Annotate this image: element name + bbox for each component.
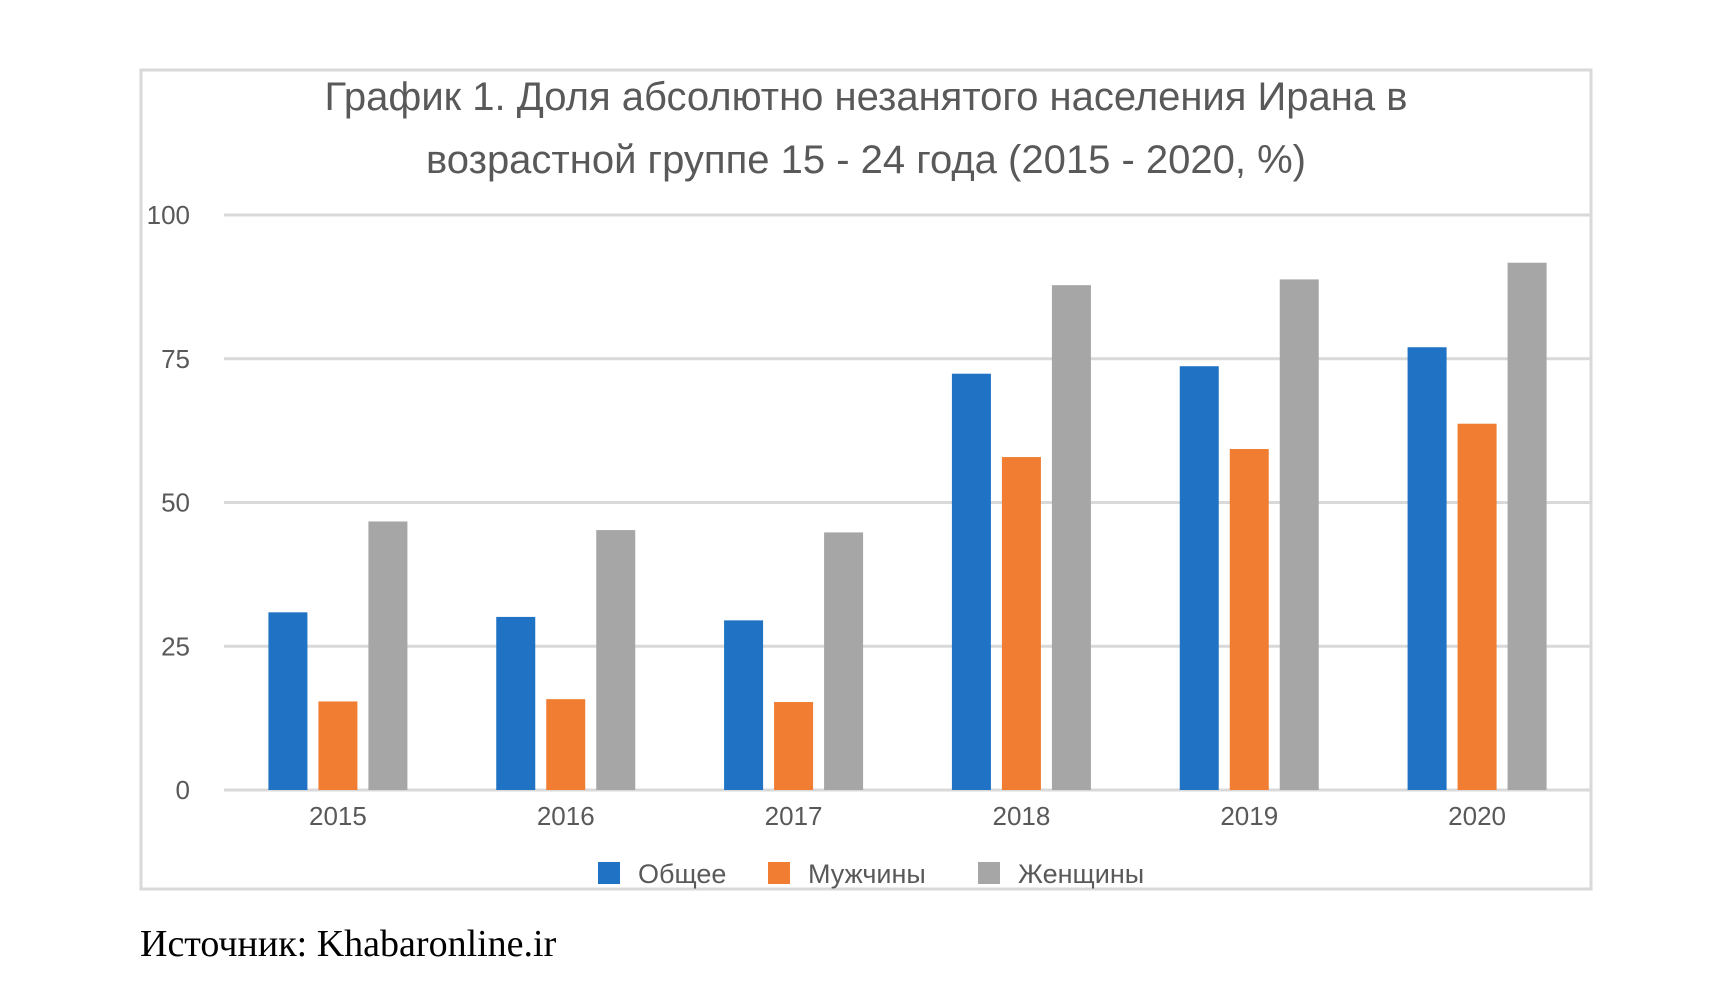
y-tick-label: 0 [176, 775, 190, 805]
y-tick-label: 50 [161, 488, 190, 518]
bar-Мужчины-2017 [774, 702, 814, 790]
x-tick-label: 2018 [992, 801, 1050, 831]
bar-Мужчины-2015 [318, 701, 358, 790]
bar-Общее-2017 [724, 620, 764, 790]
bar-Мужчины-2019 [1229, 449, 1269, 790]
x-tick-label: 2016 [537, 801, 595, 831]
chart-title-line: График 1. Доля абсолютно незанятого насе… [325, 75, 1408, 119]
bar-Общее-2016 [496, 616, 536, 790]
chart-title-line: возрастной группе 15 - 24 года (2015 - 2… [426, 138, 1306, 182]
legend-label: Женщины [1018, 859, 1144, 889]
bar-Мужчины-2016 [546, 699, 586, 790]
legend-label: Мужчины [808, 859, 926, 889]
x-tick-label: 2017 [765, 801, 823, 831]
source-caption: Источник: Khabaronline.ir [140, 923, 557, 965]
legend-label: Общее [638, 859, 726, 889]
bar-Общее-2015 [268, 612, 308, 790]
bar-Женщины-2015 [368, 521, 408, 790]
x-tick-label: 2019 [1220, 801, 1278, 831]
bar-Женщины-2020 [1507, 262, 1547, 791]
y-tick-label: 25 [161, 631, 190, 661]
chart-frame [139, 68, 1593, 891]
bar-Женщины-2018 [1051, 285, 1091, 790]
bar-Общее-2019 [1179, 366, 1219, 790]
x-tick-label: 2020 [1448, 801, 1506, 831]
y-tick-label: 75 [161, 344, 190, 374]
bar-Общее-2020 [1407, 347, 1447, 790]
y-tick-label: 100 [147, 200, 190, 230]
bar-Общее-2018 [951, 373, 991, 790]
legend-swatch-Мужчины [768, 862, 790, 884]
bar-Женщины-2016 [596, 530, 636, 790]
bar-Мужчины-2018 [1001, 457, 1041, 790]
bar-Мужчины-2020 [1457, 423, 1497, 790]
legend-swatch-Женщины [978, 862, 1000, 884]
bar-Женщины-2017 [824, 532, 864, 790]
legend-swatch-Общее [598, 862, 620, 884]
bar-Женщины-2019 [1279, 279, 1319, 790]
x-tick-label: 2015 [309, 801, 367, 831]
